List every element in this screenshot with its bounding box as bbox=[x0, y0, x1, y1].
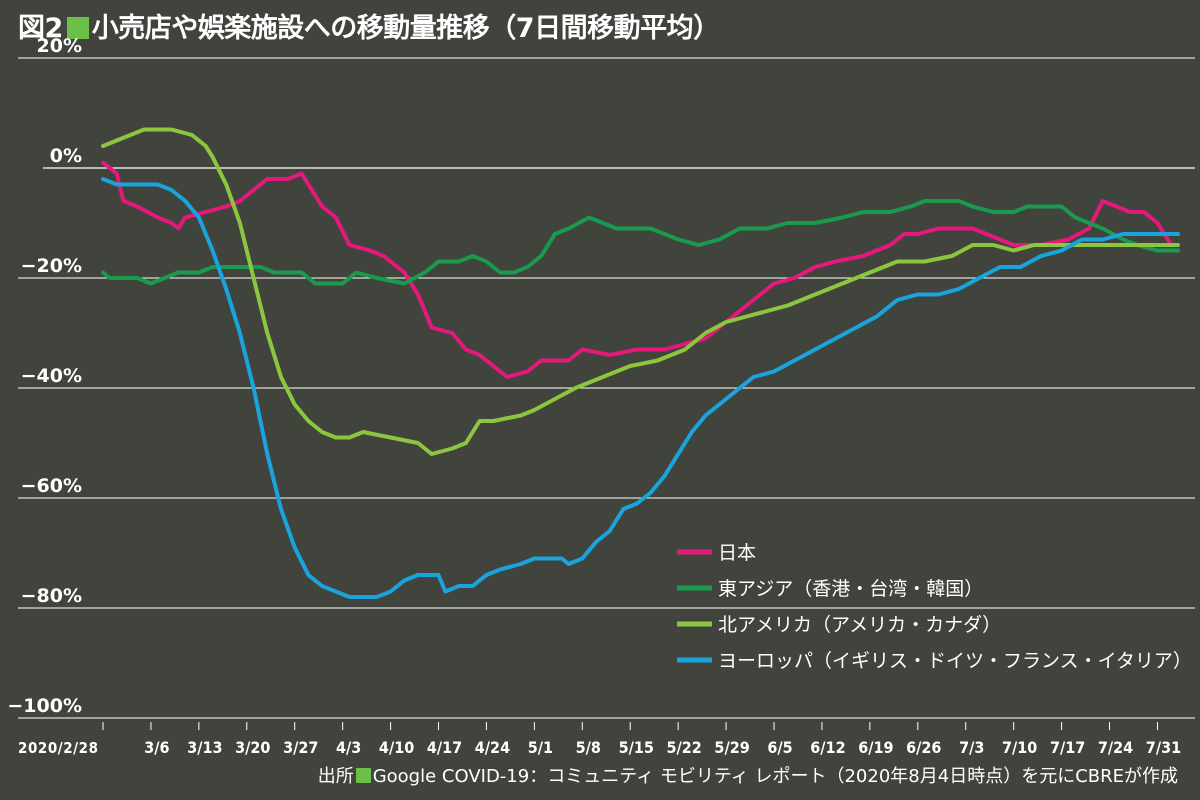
grid-lines bbox=[18, 57, 1195, 719]
source-text: Google COVID-19：コミュニティ モビリティ レポート（2020年8… bbox=[372, 766, 1178, 787]
source-note: 出所 Google COVID-19：コミュニティ モビリティ レポート（2020… bbox=[318, 762, 1178, 788]
y-tick-label: 20% bbox=[37, 35, 82, 57]
y-tick-label: −20% bbox=[21, 255, 82, 277]
series-line bbox=[101, 199, 1180, 286]
x-axis: 2020/2/28 3/6 3/13 3/20 3/27 4/3 4/10 4/17 4/24 5… bbox=[18, 722, 1181, 757]
x-tick-label: 3/27 bbox=[283, 738, 318, 757]
legend-label: ヨーロッパ（イギリス・ドイツ・フランス・イタリア） bbox=[718, 650, 1192, 672]
legend-label: 日本 bbox=[718, 542, 756, 564]
y-tick-label: −100% bbox=[7, 695, 82, 717]
x-tick-label: 3/20 bbox=[235, 738, 270, 757]
legend-label: 北アメリカ（アメリカ・カナダ） bbox=[718, 614, 1001, 636]
y-tick-label: −80% bbox=[21, 585, 82, 607]
x-tick-label: 7/10 bbox=[1002, 738, 1037, 757]
x-tick-label: 2020/2/28 bbox=[18, 739, 98, 757]
source-label: 出所 bbox=[317, 766, 354, 787]
green-square-icon bbox=[66, 17, 89, 39]
x-tick-label: 5/29 bbox=[714, 738, 749, 757]
green-square-icon bbox=[355, 768, 371, 783]
x-tick-label: 7/3 bbox=[959, 738, 984, 757]
x-tick-label: 4/17 bbox=[427, 738, 462, 757]
x-tick-label: 4/3 bbox=[336, 738, 361, 757]
chart-title: 図2 小売店や娯楽施設への移動量推移（7日間移動平均） bbox=[18, 6, 720, 45]
x-tick-label: 4/24 bbox=[475, 738, 510, 757]
x-tick-label: 5/8 bbox=[576, 738, 601, 757]
x-tick-label: 6/12 bbox=[810, 738, 845, 757]
x-tick-label: 7/31 bbox=[1146, 738, 1181, 757]
x-tick-label: 3/6 bbox=[144, 738, 169, 757]
x-tick-label: 7/17 bbox=[1050, 738, 1085, 757]
x-tick-label: 7/24 bbox=[1098, 738, 1133, 757]
series-line bbox=[101, 160, 1174, 379]
series-line bbox=[101, 127, 1180, 456]
figure-number: 図2 bbox=[18, 13, 63, 44]
y-tick-label: 0% bbox=[50, 145, 82, 167]
x-tick-label: 5/1 bbox=[528, 738, 553, 757]
x-tick-label: 5/15 bbox=[619, 738, 654, 757]
x-tick-label: 6/19 bbox=[858, 738, 893, 757]
x-tick-label: 6/26 bbox=[906, 738, 941, 757]
y-axis: 20% 0% −20% −40% −60% −80% −100% bbox=[7, 35, 82, 717]
series-line bbox=[101, 177, 1180, 599]
x-tick-label: 4/10 bbox=[379, 738, 414, 757]
y-tick-label: −40% bbox=[21, 365, 82, 387]
x-tick-label: 3/13 bbox=[187, 738, 222, 757]
series-group bbox=[101, 127, 1180, 599]
title-text: 小売店や娯楽施設への移動量推移（7日間移動平均） bbox=[91, 13, 720, 44]
x-tick-label: 5/22 bbox=[667, 738, 702, 757]
legend-label: 東アジア（香港・台湾・韓国） bbox=[718, 578, 983, 600]
x-tick-label: 6/5 bbox=[767, 738, 792, 757]
y-tick-label: −60% bbox=[21, 475, 82, 497]
